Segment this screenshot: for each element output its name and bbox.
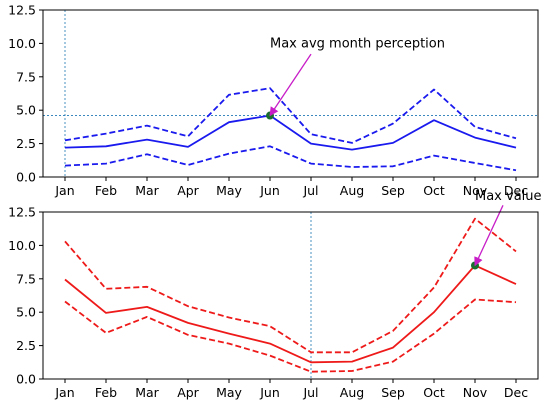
bottom-panel: Max value 0.0 2.5 5.0 7.5 10.0 12.5 Jan Feb Mar Ap… xyxy=(8,189,541,400)
y-tick-label: 0.0 xyxy=(16,372,36,387)
x-tick-label: Jul xyxy=(302,385,318,400)
x-axis: Jan Feb Mar Apr May Jun Jul Aug Sep Oct Nov Dec xyxy=(54,379,528,400)
x-tick-label: Sep xyxy=(381,385,405,400)
annotation-arrow xyxy=(269,53,312,117)
series-line-0 xyxy=(64,264,517,364)
x-tick-label: Dec xyxy=(504,385,528,400)
x-tick-label: Aug xyxy=(340,183,364,198)
y-tick-label: 10.0 xyxy=(8,238,36,253)
x-tick-label: Sep xyxy=(381,183,405,198)
y-tick-label: 12.5 xyxy=(8,205,36,220)
x-tick-label: Mar xyxy=(135,385,159,400)
x-tick-label: Mar xyxy=(135,183,159,198)
annotation-text: Max avg month perception xyxy=(270,36,445,51)
y-tick-label: 12.5 xyxy=(8,3,36,18)
x-tick-label: Feb xyxy=(95,385,117,400)
x-tick-label: Jun xyxy=(259,183,280,198)
x-tick-label: May xyxy=(216,385,242,400)
x-tick-label: Jan xyxy=(54,385,74,400)
y-tick-label: 0.0 xyxy=(16,170,36,185)
y-axis: 0.0 2.5 5.0 7.5 10.0 12.5 xyxy=(8,3,43,185)
x-tick-label: Aug xyxy=(340,385,364,400)
x-tick-label: Feb xyxy=(95,183,117,198)
x-tick-label: Oct xyxy=(423,183,445,198)
series-line-2 xyxy=(64,298,517,373)
y-axis: 0.0 2.5 5.0 7.5 10.0 12.5 xyxy=(8,205,43,387)
top-panel: Max avg month perception 0.0 2.5 5.0 7.5 10.0… xyxy=(8,3,539,198)
x-tick-label: Jun xyxy=(259,385,280,400)
x-tick-label: Jan xyxy=(54,183,74,198)
y-tick-label: 7.5 xyxy=(16,69,36,84)
y-tick-label: 5.0 xyxy=(16,305,36,320)
y-tick-label: 10.0 xyxy=(8,36,36,51)
x-tick-label: Apr xyxy=(177,183,199,198)
y-tick-label: 2.5 xyxy=(16,136,36,151)
series-line-0 xyxy=(64,114,517,151)
y-tick-label: 7.5 xyxy=(16,271,36,286)
x-tick-label: Apr xyxy=(177,385,199,400)
y-tick-label: 5.0 xyxy=(16,103,36,118)
x-tick-label: Jul xyxy=(302,183,318,198)
x-tick-label: May xyxy=(216,183,242,198)
axes-frame xyxy=(42,9,539,178)
x-tick-label: Dec xyxy=(504,183,528,198)
series-line-1 xyxy=(64,217,517,354)
y-tick-label: 2.5 xyxy=(16,338,36,353)
annotation-text: Max value xyxy=(475,189,542,204)
x-axis: Jan Feb Mar Apr May Jun Jul Aug Sep Oct Nov Dec xyxy=(54,177,528,198)
x-tick-label: Oct xyxy=(423,385,445,400)
series-line-1 xyxy=(64,87,517,144)
annotation-arrow xyxy=(474,205,504,267)
series-line-2 xyxy=(64,145,517,172)
axes-frame xyxy=(42,211,539,380)
x-tick-label: Nov xyxy=(463,385,488,400)
x-tick-label: Nov xyxy=(463,183,488,198)
